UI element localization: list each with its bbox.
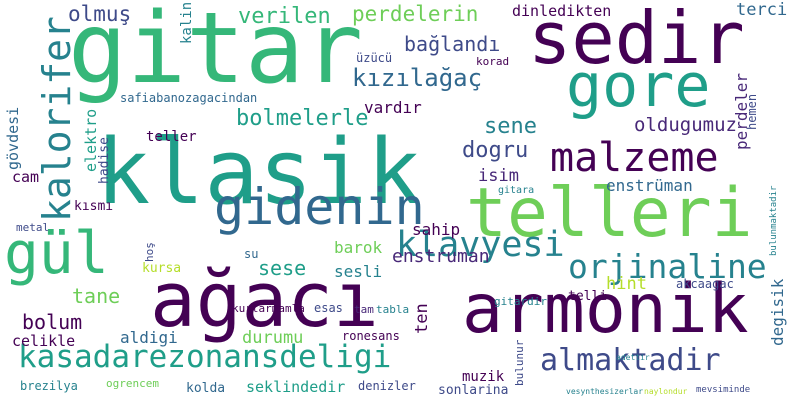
- word-perdelerin: perdelerin: [352, 2, 479, 26]
- word-kursa: kursa: [142, 261, 182, 276]
- word-agaci: ağacı: [150, 255, 379, 344]
- word-esas: esas: [314, 301, 343, 315]
- word-isim: isim: [478, 166, 519, 186]
- word-sedir: sedir: [528, 0, 745, 80]
- word-brezilya: brezilya: [20, 379, 78, 393]
- word-bolmelerle: bolmelerle: [236, 106, 369, 131]
- word-aldigi: aldigi: [120, 328, 178, 347]
- word-celikle: celikle: [12, 332, 76, 350]
- word-orjinaline: orjinaline: [568, 247, 767, 286]
- word-gul: gül: [4, 219, 109, 287]
- word-ten: ten: [412, 303, 432, 334]
- word-adettir: adettir: [616, 353, 650, 362]
- word-akcaagac: akcaagac: [676, 277, 734, 291]
- word-hint: hint: [606, 274, 647, 294]
- word-tam: tam: [354, 303, 374, 316]
- word-almaktadir: almaktadir: [540, 343, 721, 378]
- word-hos: hoş: [143, 242, 156, 262]
- word-gore: gore: [566, 51, 711, 121]
- word-barok: barok: [334, 238, 383, 257]
- word-kismi: kısmı: [74, 199, 114, 214]
- word-gitara: gitara: [498, 185, 535, 196]
- word-safiabanozagacindan: safiabanozagacindan: [120, 91, 258, 105]
- word-sene: sene: [484, 114, 537, 139]
- word-teller: teller: [146, 129, 197, 145]
- word-cam: cam: [12, 168, 40, 186]
- word-hemen: hemen: [745, 93, 759, 130]
- word-bulunmaktadir: bulunmaktadir: [769, 185, 779, 256]
- word-gitar: gitar: [68, 0, 364, 106]
- word-kizilagac: kızılağaç: [352, 64, 483, 92]
- word-telleri: telleri: [466, 174, 753, 253]
- word-gitardir: gitardir: [494, 295, 547, 308]
- word-govdesi: gövdesi: [4, 106, 22, 170]
- word-ronesans: ronesans: [342, 329, 400, 343]
- word-verilen: verilen: [238, 4, 331, 29]
- word-kolda: kolda: [186, 381, 226, 396]
- word-malzeme: malzeme: [550, 135, 719, 181]
- word-degisik: degisik: [768, 278, 787, 346]
- word-naylondur: naylondur: [644, 387, 688, 396]
- word-ogrencem: ogrencem: [106, 377, 159, 390]
- word-klasik: klasik: [96, 120, 422, 225]
- word-durumu: durumu: [242, 328, 304, 348]
- word-dinledikten: dinledikten: [512, 2, 612, 20]
- word-terci: terci: [736, 0, 788, 20]
- word-tabla: tabla: [376, 303, 410, 316]
- word-klavyesi: klavyesi: [396, 225, 565, 265]
- word-seklindedir: seklindedir: [246, 378, 346, 396]
- word-sahip: sahip: [412, 220, 461, 239]
- word-mevsiminde: mevsiminde: [696, 385, 751, 395]
- word-oldugumuz: oldugumuz: [634, 114, 737, 136]
- word-bulunur: bulunur: [513, 339, 526, 386]
- word-sesli: sesli: [334, 262, 383, 281]
- word-sese: sese: [258, 256, 307, 280]
- word-hadise: hadise: [97, 137, 112, 184]
- word-bolum: bolum: [22, 310, 83, 334]
- word-su: su: [244, 247, 259, 261]
- word-armonik: armonik: [462, 270, 749, 349]
- word-muzik: muzik: [462, 369, 505, 385]
- word-kasadarezonansdeligi: kasadarezonansdeligi: [18, 339, 392, 375]
- word-tane: tane: [72, 284, 121, 308]
- word-sonlarina: sonlarina: [438, 383, 509, 398]
- word-enstruman-tr: enstrüman: [606, 176, 693, 195]
- word-baglandi: bağlandı: [404, 32, 501, 56]
- word-vesynthesizerlar: vesynthesizerlar: [566, 387, 644, 396]
- word-korad: korad: [476, 55, 510, 68]
- word-kalorifer: kalorifer: [35, 16, 79, 222]
- word-uzucu: üzücü: [356, 51, 393, 65]
- word-dogru: dogru: [462, 138, 529, 163]
- word-vardir: vardır: [364, 98, 422, 117]
- word-olmus: olmuş: [68, 2, 132, 26]
- word-denizler: denizler: [358, 379, 416, 393]
- word-kalin: kalin: [179, 1, 195, 44]
- word-kurtarmamla: kurtarmamla: [232, 302, 305, 315]
- word-telli: telli: [568, 289, 608, 304]
- word-gidenin: gidenin: [214, 178, 425, 236]
- word-enstruman: enstruman: [392, 246, 490, 267]
- word-metal: metal: [16, 221, 50, 234]
